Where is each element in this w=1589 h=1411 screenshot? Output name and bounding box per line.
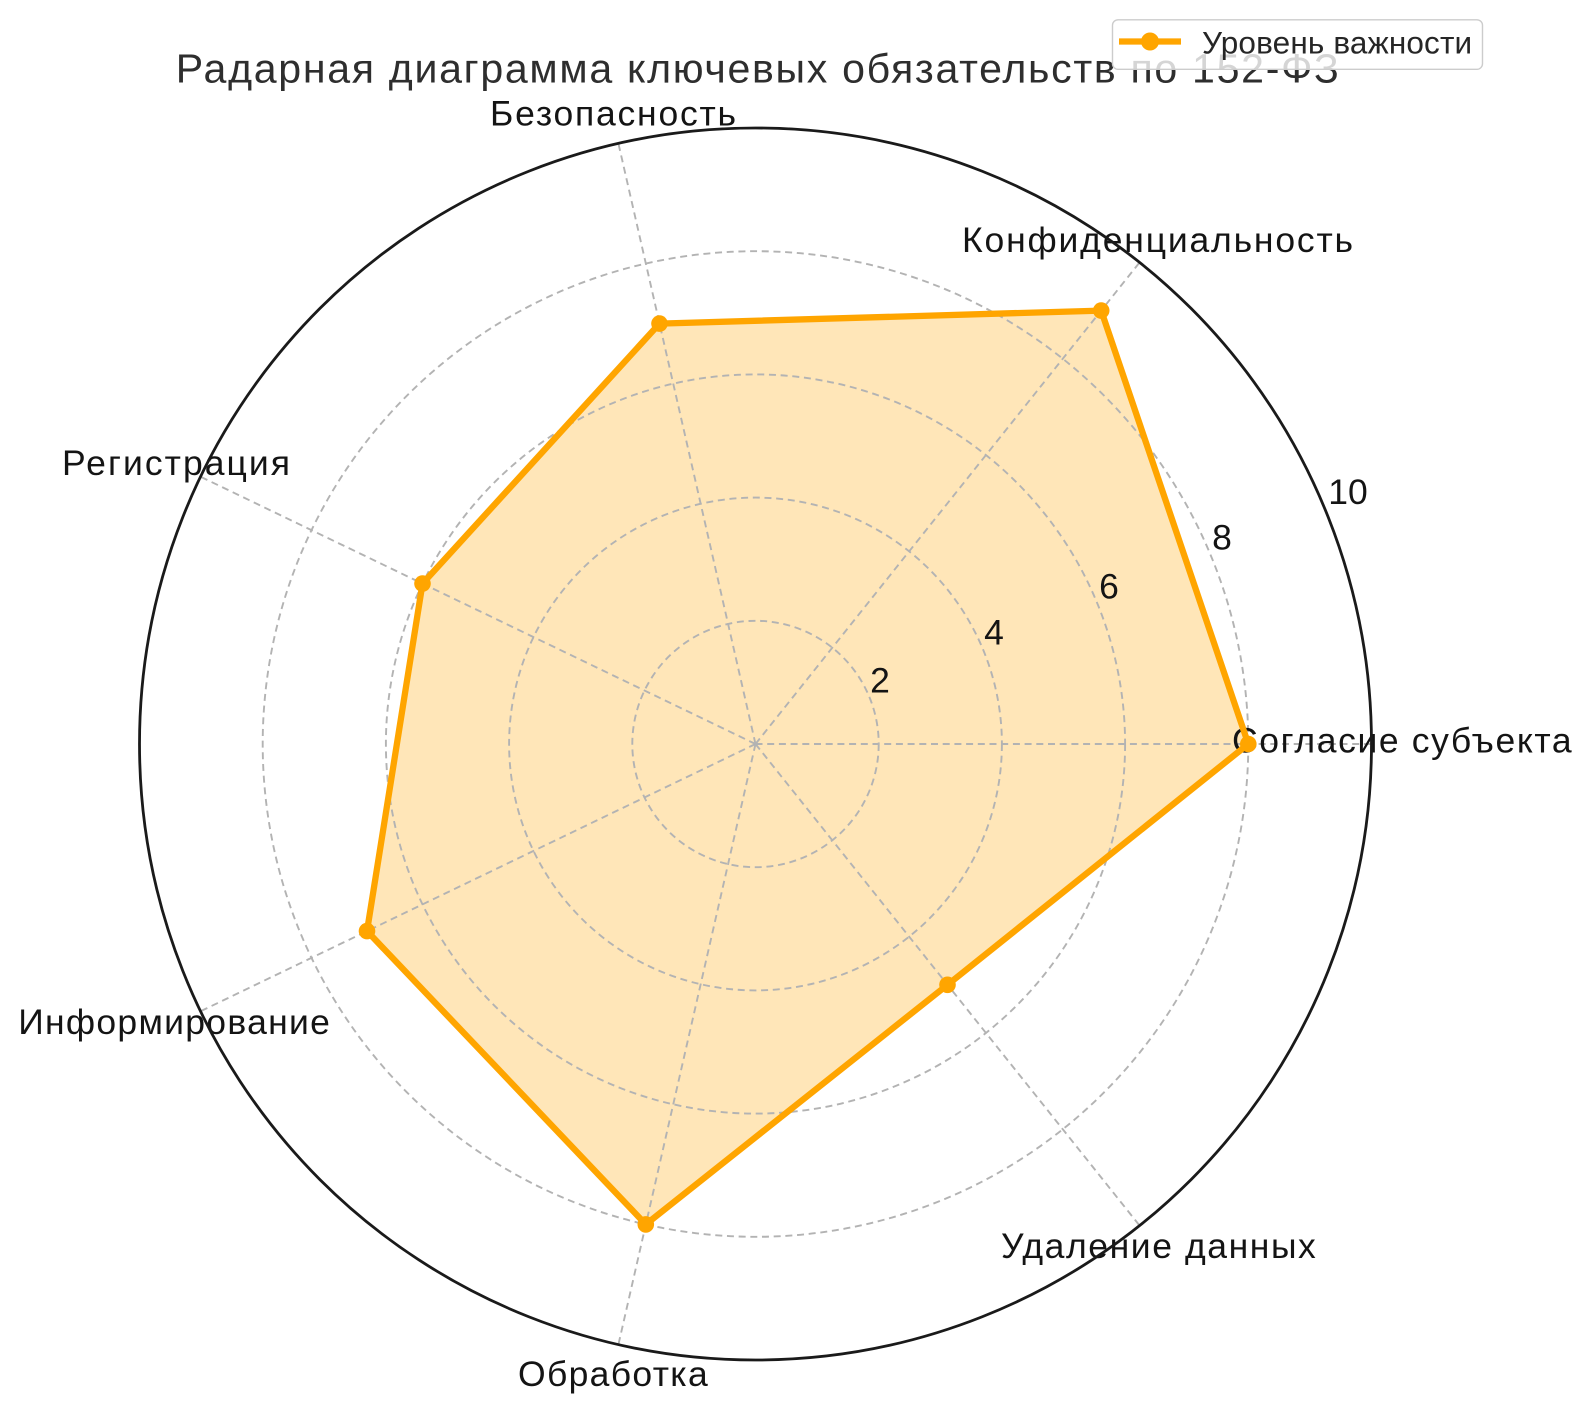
- svg-text:2: 2: [870, 661, 890, 701]
- svg-text:Регистрация: Регистрация: [62, 443, 292, 483]
- svg-text:Согласие субъекта: Согласие субъекта: [1232, 721, 1573, 761]
- svg-text:Уровень важности: Уровень важности: [1202, 24, 1472, 60]
- svg-text:Обработка: Обработка: [518, 1354, 709, 1394]
- svg-text:Информирование: Информирование: [18, 1002, 331, 1042]
- svg-text:10: 10: [1328, 472, 1368, 512]
- svg-text:Удаление данных: Удаление данных: [1001, 1226, 1317, 1266]
- svg-text:6: 6: [1099, 567, 1119, 607]
- svg-text:Конфиденциальность: Конфиденциальность: [962, 220, 1355, 260]
- svg-text:8: 8: [1212, 518, 1232, 558]
- svg-text:4: 4: [984, 613, 1004, 653]
- svg-text:Безопасность: Безопасность: [490, 94, 738, 134]
